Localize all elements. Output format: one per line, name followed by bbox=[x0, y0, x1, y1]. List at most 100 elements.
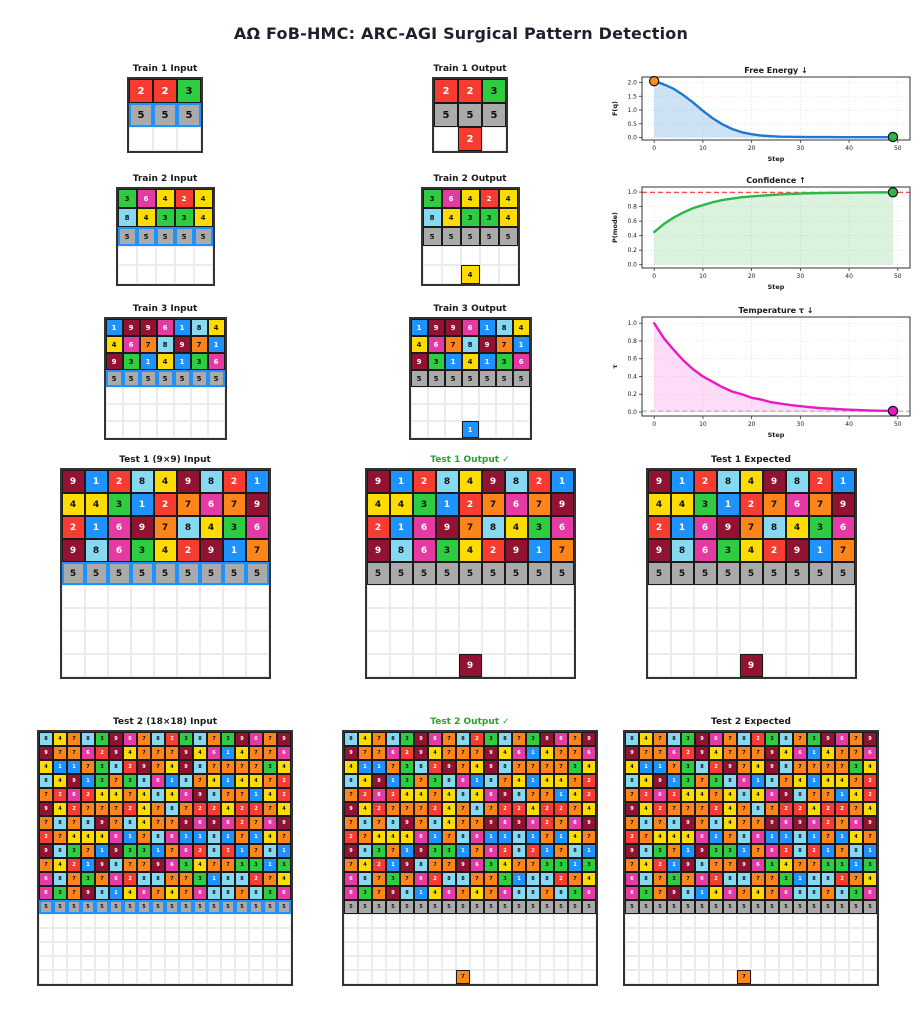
grid-cell bbox=[481, 631, 505, 654]
grid-cell bbox=[512, 387, 530, 404]
grid-cell: 4 bbox=[639, 802, 653, 816]
grid-cell: 4 bbox=[779, 746, 793, 760]
grid-cell: 7 bbox=[709, 788, 723, 802]
grid-cell: 6 bbox=[807, 816, 821, 830]
grid-cell: 4 bbox=[639, 774, 653, 788]
grid-cell: 5 bbox=[495, 370, 513, 387]
grid-cell: 9 bbox=[400, 816, 414, 830]
grid-cell bbox=[414, 970, 428, 984]
grid-cell bbox=[151, 956, 165, 970]
svg-text:30: 30 bbox=[797, 421, 805, 428]
grid-cell: 7 bbox=[386, 760, 400, 774]
grid-cell: 7 bbox=[151, 886, 165, 900]
grid-cell: 6 bbox=[785, 493, 809, 516]
grid-cell bbox=[751, 942, 765, 956]
grid-cell: 9 bbox=[716, 516, 740, 539]
grid-cell: 2 bbox=[793, 802, 807, 816]
grid-cell: 9 bbox=[344, 844, 358, 858]
grid-cell: 5 bbox=[441, 227, 461, 246]
grid-cell: 1 bbox=[249, 830, 263, 844]
grid-cell: 4 bbox=[681, 788, 695, 802]
grid-cell: 6 bbox=[39, 872, 53, 886]
grid-cell: 8 bbox=[793, 844, 807, 858]
grid-cell: 4 bbox=[53, 858, 67, 872]
grid-cell bbox=[263, 956, 277, 970]
grid-cell: 7 bbox=[737, 746, 751, 760]
grid-cell: 1 bbox=[526, 746, 540, 760]
grid-cell: 9 bbox=[366, 539, 390, 562]
grid-cell: 8 bbox=[737, 830, 751, 844]
grid-cell: 1 bbox=[165, 774, 179, 788]
grid-cell: 7 bbox=[263, 872, 277, 886]
grid-cell: 4 bbox=[779, 858, 793, 872]
grid-cell bbox=[653, 956, 667, 970]
grid-cell: 7 bbox=[39, 858, 53, 872]
grid-cell: 3 bbox=[428, 774, 442, 788]
grid-cell: 6 bbox=[67, 788, 81, 802]
grid-cell bbox=[263, 914, 277, 928]
grid-cell bbox=[193, 970, 207, 984]
grid-cell: 5 bbox=[435, 562, 459, 585]
grid-cell bbox=[67, 928, 81, 942]
grid-cell bbox=[109, 970, 123, 984]
grid-cell: 2 bbox=[39, 830, 53, 844]
grid-cell: 4 bbox=[540, 746, 554, 760]
grid-cell: 6 bbox=[109, 830, 123, 844]
grid-cell: 5 bbox=[653, 900, 667, 914]
grid-cell bbox=[53, 956, 67, 970]
grid-cell: 7 bbox=[263, 802, 277, 816]
grid-cell: 2 bbox=[176, 539, 200, 562]
grid-cell bbox=[358, 970, 372, 984]
grid-cell: 7 bbox=[165, 844, 179, 858]
grid-cell: 4 bbox=[723, 816, 737, 830]
grid-cell: 2 bbox=[277, 774, 291, 788]
grid-cell: 9 bbox=[785, 539, 809, 562]
grid-cell: 8 bbox=[151, 830, 165, 844]
grid-cell: 2 bbox=[709, 760, 723, 774]
grid-cell: 3 bbox=[479, 208, 499, 227]
grid-cell: 7 bbox=[835, 816, 849, 830]
grid-cell: 4 bbox=[165, 760, 179, 774]
grid-cell: 5 bbox=[470, 900, 484, 914]
grid-cell: 2 bbox=[498, 844, 512, 858]
grid-cell bbox=[389, 631, 413, 654]
grid-cell: 9 bbox=[245, 493, 269, 516]
grid-cell: 6 bbox=[693, 539, 717, 562]
grid-cell: 7 bbox=[495, 336, 513, 353]
grid-cell bbox=[190, 421, 208, 438]
grid-cell bbox=[442, 956, 456, 970]
grid-cell bbox=[263, 942, 277, 956]
grid-cell bbox=[137, 956, 151, 970]
grid-cell: 7 bbox=[179, 886, 193, 900]
grid-cell: 9 bbox=[498, 788, 512, 802]
grid-cell: 2 bbox=[821, 816, 835, 830]
grid-cell bbox=[245, 585, 269, 608]
grid-cell: 3 bbox=[400, 774, 414, 788]
grid-cell bbox=[123, 942, 137, 956]
grid-cell: 2 bbox=[709, 802, 723, 816]
grid-cell bbox=[526, 956, 540, 970]
grid-cell bbox=[199, 654, 223, 677]
grid-cell bbox=[366, 608, 390, 631]
grid-cell: 7 bbox=[249, 816, 263, 830]
grid-cell bbox=[84, 608, 108, 631]
grid-cell bbox=[667, 956, 681, 970]
grid-cell: 1 bbox=[779, 830, 793, 844]
grid-cell bbox=[427, 387, 445, 404]
grid-cell: 9 bbox=[105, 353, 123, 370]
grid-cell bbox=[653, 970, 667, 984]
grid-cell: 6 bbox=[165, 830, 179, 844]
grid-cell: 6 bbox=[344, 872, 358, 886]
grid-cell: 1 bbox=[179, 830, 193, 844]
grid-cell bbox=[785, 631, 809, 654]
grid-cell: 8 bbox=[151, 732, 165, 746]
grid-cell bbox=[179, 928, 193, 942]
grid-cell: 9 bbox=[484, 816, 498, 830]
grid-cell bbox=[81, 942, 95, 956]
grid-cell: 7 bbox=[249, 844, 263, 858]
grid-cell: 1 bbox=[221, 746, 235, 760]
grid-cell: 3 bbox=[123, 844, 137, 858]
grid-cell bbox=[39, 928, 53, 942]
grid-cell bbox=[105, 421, 123, 438]
grid-cell: 5 bbox=[84, 562, 108, 585]
